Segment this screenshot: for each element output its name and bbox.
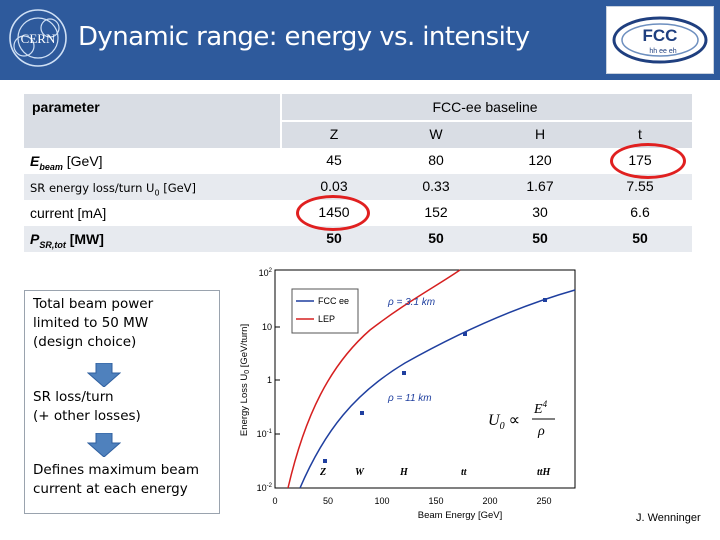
column-header-t: t xyxy=(638,126,642,142)
row-label: current [mA] xyxy=(30,205,107,221)
x-tick-label: 100 xyxy=(374,496,389,506)
baseline-header: FCC-ee baseline xyxy=(432,99,538,115)
down-arrow-icon xyxy=(87,433,121,457)
column-header-z: Z xyxy=(329,126,339,142)
y-tick-label: 10-2 xyxy=(257,483,273,493)
table-row: Ebeam [GeV] 45 80 120 175 xyxy=(24,148,692,174)
note-total-power: Total beam power limited to 50 MW (design … xyxy=(33,296,154,350)
x-tick-label: 50 xyxy=(323,496,333,506)
row-label: PSR,tot [MW] xyxy=(30,231,104,250)
scaling-formula: U0 ∝ E4 ρ xyxy=(488,399,555,439)
plot-frame xyxy=(274,269,576,489)
page-title: Dynamic range: energy vs. intensity xyxy=(78,22,530,52)
y-tick-label: 1 xyxy=(267,375,272,385)
row-label: Ebeam [GeV] xyxy=(30,153,103,172)
x-tick-label: 200 xyxy=(482,496,497,506)
parameter-header: parameter xyxy=(32,99,100,115)
marker-h: H xyxy=(399,467,409,478)
highlight-circle-t-energy xyxy=(610,143,686,179)
table-cell: 50 xyxy=(532,230,548,246)
x-tick-label: 150 xyxy=(428,496,443,506)
row-label: SR energy loss/turn U0 [GeV] xyxy=(30,181,197,198)
table-row: SR energy loss/turn U0 [GeV] 0.03 0.33 1… xyxy=(24,174,692,200)
data-point-z xyxy=(323,459,327,463)
data-point-w xyxy=(360,411,364,415)
fcc-logo-icon: FCC hh ee eh xyxy=(612,16,708,64)
table-cell: 45 xyxy=(326,152,342,168)
legend-lep: LEP xyxy=(318,314,335,324)
x-tick-label: 250 xyxy=(536,496,551,506)
fcc-logo: FCC hh ee eh xyxy=(606,6,714,74)
data-point-tt xyxy=(463,332,467,336)
table-cell: 0.03 xyxy=(320,178,348,194)
note-max-current: Defines maximum beam current at each ener… xyxy=(33,462,200,497)
marker-tt: tt xyxy=(461,467,468,478)
marker-tth: ttH xyxy=(537,467,552,478)
rho-label-fcc: ρ = 11 km xyxy=(387,393,432,404)
highlight-circle-z-current xyxy=(296,195,370,231)
fcc-logo-subtext: hh ee eh xyxy=(649,48,676,55)
lep-curve xyxy=(287,269,461,489)
column-header-h: H xyxy=(534,126,546,142)
table-cell: 7.55 xyxy=(626,178,654,194)
data-point-tth xyxy=(543,298,547,302)
cern-logo-icon: CERN xyxy=(9,9,67,67)
y-tick-label: 10 xyxy=(262,322,272,332)
table-cell: 30 xyxy=(532,204,548,220)
table-cell: 0.33 xyxy=(422,178,450,194)
table-row: PSR,tot [MW] 50 50 50 50 xyxy=(24,226,692,252)
energy-loss-plot: 102 10 1 10-1 10-2 0 50 100 150 200 250 … xyxy=(230,255,590,525)
x-tick-label: 0 xyxy=(272,496,277,506)
legend-fcc-ee: FCC ee xyxy=(318,296,349,306)
author-credit: J. Wenninger xyxy=(636,512,701,524)
header-underline xyxy=(280,120,692,122)
x-axis-label: Beam Energy [GeV] xyxy=(418,510,502,521)
svg-text:E4: E4 xyxy=(533,399,548,417)
y-tick-label: 102 xyxy=(259,268,273,278)
fcc-logo-text: FCC xyxy=(643,26,678,45)
rho-label-lep: ρ = 3.1 km xyxy=(387,297,435,308)
y-axis-label: Energy Loss U0 [GeV/turn] xyxy=(239,324,251,436)
svg-text:ρ: ρ xyxy=(537,424,545,439)
table-cell: 50 xyxy=(428,230,444,246)
table-cell: 120 xyxy=(528,152,552,168)
column-header-w: W xyxy=(429,126,443,142)
notes-box: Total beam power limited to 50 MW (design … xyxy=(24,290,220,514)
note-sr-loss: SR loss/turn (+ other losses) xyxy=(33,389,141,424)
fcc-ee-curve xyxy=(299,289,576,489)
down-arrow-icon xyxy=(87,363,121,387)
table-body: Ebeam [GeV] 45 80 120 175 SR energy loss… xyxy=(24,148,692,252)
plot-legend xyxy=(291,288,359,334)
svg-text:U0∝: U0 ∝ xyxy=(488,412,520,432)
data-point-h xyxy=(402,371,406,375)
header-bar: CERN Dynamic range: energy vs. intensity… xyxy=(0,0,720,80)
table-cell: 50 xyxy=(632,230,648,246)
table-cell: 152 xyxy=(424,204,448,220)
marker-w: W xyxy=(355,467,365,478)
table-cell: 50 xyxy=(326,230,342,246)
y-tick-label: 10-1 xyxy=(257,429,273,439)
table-cell: 6.6 xyxy=(630,204,650,220)
marker-z: Z xyxy=(319,467,326,478)
cern-logo-text: CERN xyxy=(21,31,56,46)
table-cell: 1.67 xyxy=(526,178,554,194)
table-cell: 80 xyxy=(428,152,444,168)
